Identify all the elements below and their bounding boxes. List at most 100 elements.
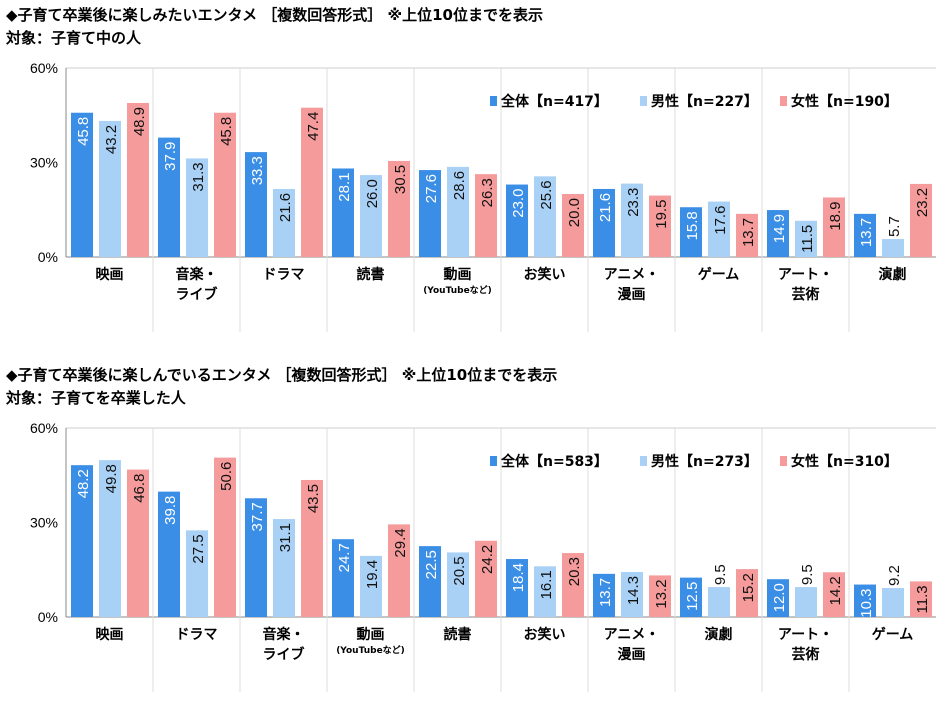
category-label: アート・ (778, 627, 833, 643)
category-label: 映画 (96, 267, 124, 283)
data-label: 19.5 (653, 200, 670, 229)
data-label: 33.3 (249, 156, 266, 185)
bar (534, 566, 556, 617)
category-label: お笑い (524, 626, 566, 643)
data-label: 31.3 (190, 162, 207, 191)
legend-label: 女性【n=190】 (791, 93, 898, 110)
data-label: 14.9 (771, 214, 788, 243)
bar (593, 573, 615, 617)
bar (823, 197, 845, 257)
data-label: 45.8 (75, 117, 92, 146)
y-tick-label: 60% (30, 420, 58, 436)
data-label: 37.9 (162, 142, 179, 171)
data-label: 39.8 (162, 496, 179, 525)
data-label: 20.3 (566, 557, 583, 586)
bar (158, 491, 180, 617)
category-label: 読書 (444, 626, 472, 643)
data-label: 37.7 (249, 502, 266, 531)
y-tick-label: 0% (38, 249, 58, 265)
data-label: 9.5 (712, 564, 729, 585)
data-label: 5.7 (886, 216, 903, 237)
data-label: 13.2 (653, 579, 670, 608)
bar (419, 170, 441, 257)
data-label: 49.8 (103, 464, 120, 493)
legend-label: 男性【n=227】 (651, 93, 758, 110)
data-label: 14.2 (827, 576, 844, 605)
bar (186, 530, 208, 617)
bar (388, 160, 410, 257)
bar (301, 107, 323, 257)
category-label: 音楽・ (176, 266, 218, 283)
category-label: 演劇 (705, 626, 733, 643)
bar (854, 213, 876, 257)
category-label: ライブ (263, 646, 305, 663)
bar (99, 460, 121, 617)
bar (447, 166, 469, 257)
bar (71, 465, 93, 617)
category-label: 芸術 (792, 286, 820, 303)
bar (506, 559, 528, 617)
category-label: 読書 (357, 266, 385, 283)
bar (621, 183, 643, 257)
bar (447, 552, 469, 617)
y-tick-label: 30% (30, 515, 58, 531)
category-label: 漫画 (618, 286, 646, 303)
legend-swatch (780, 96, 787, 106)
data-label: 48.2 (75, 469, 92, 498)
data-label: 30.5 (392, 165, 409, 194)
data-label: 23.3 (625, 188, 642, 217)
legend-swatch (490, 96, 497, 106)
data-label: 26.0 (364, 179, 381, 208)
bar (767, 579, 789, 617)
bar (360, 555, 382, 617)
bar (562, 553, 584, 617)
bar (245, 498, 267, 617)
chart2-title: ◆子育て卒業後に楽しんでいるエンタメ ［複数回答形式］ ※上位10位までを表示 (6, 366, 558, 384)
data-label: 50.6 (218, 462, 235, 491)
data-label: 17.6 (712, 206, 729, 235)
y-tick-label: 60% (30, 60, 58, 76)
bar (71, 112, 93, 257)
data-label: 12.5 (684, 582, 701, 611)
data-label: 45.8 (218, 117, 235, 146)
data-label: 12.0 (771, 583, 788, 612)
data-label: 27.5 (190, 534, 207, 563)
category-label: (YouTubeなど) (423, 284, 492, 296)
legend-label: 全体【n=417】 (500, 93, 608, 110)
bar (854, 584, 876, 617)
data-label: 22.5 (423, 550, 440, 579)
data-label: 28.6 (451, 171, 468, 200)
bar (795, 220, 817, 257)
data-label: 9.2 (886, 565, 903, 586)
bar (649, 195, 671, 257)
bar (649, 575, 671, 617)
bar (127, 102, 149, 257)
bar (882, 239, 904, 257)
bar (562, 194, 584, 257)
data-label: 13.7 (740, 218, 757, 247)
data-label: 18.4 (510, 563, 527, 592)
bar (708, 587, 730, 617)
chart1-title: ◆子育て卒業後に楽しみたいエンタメ ［複数回答形式］ ※上位10位までを表示 (6, 6, 543, 24)
bar (795, 587, 817, 617)
bar (245, 152, 267, 257)
bar (910, 183, 932, 257)
category-label: ドラマ (263, 267, 305, 283)
data-label: 23.0 (510, 189, 527, 218)
category-label: アニメ・ (604, 627, 660, 643)
data-label: 29.4 (392, 528, 409, 557)
category-label: 漫画 (618, 646, 646, 663)
bar (186, 158, 208, 257)
data-label: 13.7 (597, 578, 614, 607)
legend-label: 女性【n=310】 (791, 453, 898, 470)
legend-swatch (640, 456, 647, 466)
category-label: アート・ (778, 267, 833, 283)
bar (910, 581, 932, 617)
data-label: 46.8 (131, 474, 148, 503)
chart2: 0% 30% 60% 48.2 49.8 46.8 映画 39.8 27.5 50.6 ドラマ 37.… (30, 420, 936, 692)
bar (621, 571, 643, 617)
data-label: 15.8 (684, 211, 701, 240)
bar (534, 176, 556, 257)
data-label: 20.5 (451, 556, 468, 585)
data-label: 21.6 (277, 193, 294, 222)
